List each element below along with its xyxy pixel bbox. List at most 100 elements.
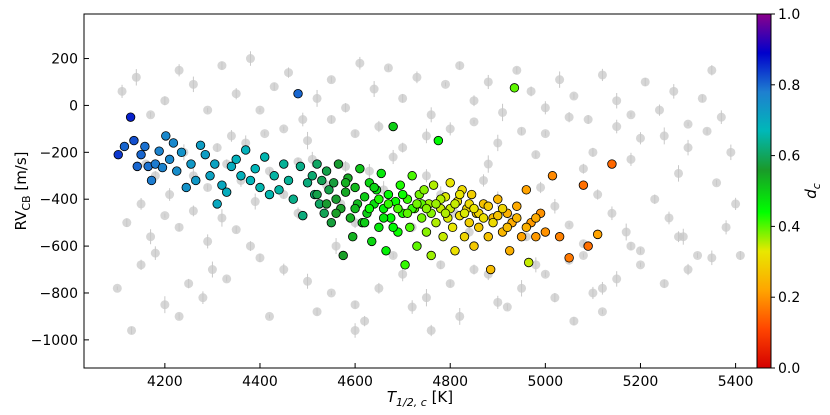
background-point [707,253,717,263]
background-point [269,82,279,92]
data-point [483,201,493,211]
data-point [181,182,191,193]
data-point [359,217,370,228]
background-point [222,274,232,284]
x-tick-label: 4200 [147,374,183,390]
data-point [521,222,532,233]
data-point [221,187,232,197]
background-point [184,279,194,289]
data-point [397,189,408,200]
y-tick-label: 200 [51,52,78,68]
data-point [431,217,441,228]
colorbar-tick-label: 0.2 [778,290,800,306]
background-point [188,79,198,89]
data-point [119,141,130,152]
data-point [459,232,470,242]
background-point [440,79,450,89]
background-point [212,143,222,153]
background-point [398,269,408,279]
background-point [716,112,726,122]
data-point [493,210,503,221]
background-point [364,166,374,176]
background-point [350,129,360,139]
data-point [464,217,474,228]
background-point [250,197,260,207]
background-point [160,96,170,106]
data-point [279,159,289,169]
data-point [129,135,139,146]
background-point [255,253,265,263]
background-point [512,65,522,75]
data-point [125,112,136,122]
data-point [340,178,351,188]
background-point [136,260,146,270]
data-point [295,161,306,172]
data-point [512,201,522,211]
background-point [483,159,493,169]
data-point [412,241,422,251]
colorbar-label: dc [802,183,823,199]
background-point [540,129,550,139]
data-point [474,222,484,233]
background-point [146,110,156,120]
y-tick-label: −400 [40,192,78,208]
data-point [348,232,358,242]
background-point [550,201,560,211]
data-point [383,189,394,200]
data-point [540,227,551,237]
background-point [469,265,479,275]
background-point [326,288,336,298]
data-point [521,185,532,195]
background-point [597,283,607,293]
background-point [517,126,527,136]
data-point [531,232,541,242]
data-point [307,171,317,181]
x-tick-label: 5000 [528,374,564,390]
data-point [241,145,251,155]
data-point [217,180,227,190]
background-point [569,91,579,101]
background-point [612,274,622,284]
background-point [588,147,598,157]
background-point [326,75,336,85]
background-point [712,178,722,188]
background-point [469,96,479,106]
background-point [421,171,431,181]
background-point [635,133,645,143]
background-point [674,232,684,242]
y-axis-ticks: 200 0 −200 −400 −600 −800 −1000 [31,52,89,349]
background-point [735,250,745,260]
background-point [640,77,650,87]
background-point [526,86,536,96]
data-point [312,189,322,200]
background-point [326,114,336,124]
data-point [293,89,303,99]
background-point [612,96,622,106]
data-point [210,159,220,169]
data-point [393,203,403,214]
background-point [279,265,289,275]
background-point [217,61,227,71]
data-point [359,192,370,202]
background-point [531,260,541,270]
data-point [136,149,146,160]
data-point [524,257,534,268]
background-point [483,77,493,87]
data-point [488,217,498,228]
data-point [350,203,360,214]
background-point [203,182,213,192]
background-point [564,112,574,122]
data-point [212,199,222,209]
data-point [421,227,432,237]
data-point [438,232,448,242]
data-point [168,138,179,148]
data-point [195,140,206,150]
data-point [312,159,322,169]
background-point [360,316,370,326]
background-point [517,283,527,293]
data-point [388,222,398,233]
x-axis-ticks: 4200 4400 4600 4800 5000 5200 5400 [147,363,753,390]
background-point [593,190,603,200]
background-point [597,307,607,317]
colorbar-tick-label: 0.0 [778,361,800,377]
